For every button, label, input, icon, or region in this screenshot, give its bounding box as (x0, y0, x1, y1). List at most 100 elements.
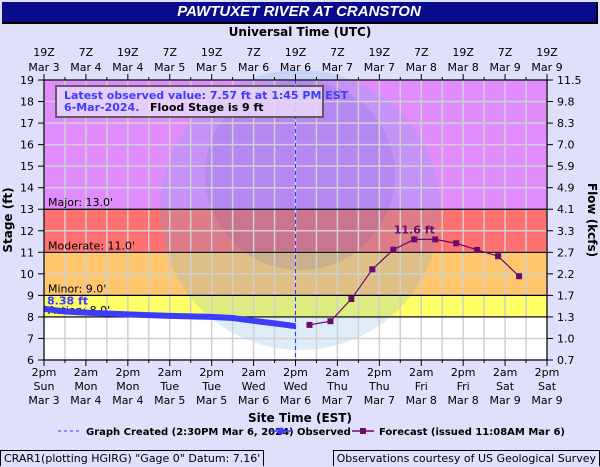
top-tick-label: 19Z (201, 46, 223, 59)
bottom-tick-label: 2am (493, 366, 517, 379)
bottom-tick-label: Mar 5 (196, 394, 227, 407)
top-tick-label: 7Z (162, 46, 177, 59)
flood-label-1: Minor: 9.0' (48, 282, 106, 295)
bottom-tick-label: Mar 7 (364, 394, 395, 407)
top-tick-label: 7Z (498, 46, 513, 59)
bottom-tick-label: 2pm (535, 366, 560, 379)
forecast-point (453, 240, 460, 247)
forecast-point (516, 273, 523, 280)
info-flood-stage: Flood Stage is 9 ft (150, 101, 264, 114)
y-tick-label: 13 (20, 203, 34, 216)
bottom-tick-label: Mar 6 (280, 394, 311, 407)
bottom-tick-label: 2pm (367, 366, 392, 379)
top-tick-label: 19Z (452, 46, 474, 59)
y-tick-label: 8 (27, 311, 34, 324)
top-tick-date: Mar 5 (196, 61, 227, 74)
y2-axis-title: Flow (kcfs) (585, 183, 599, 257)
bottom-tick-label: Wed (284, 380, 308, 393)
y2-tick-label: 9.8 (557, 96, 575, 109)
info-latest: Latest observed value: 7.57 ft at 1:45 P… (64, 89, 349, 102)
forecast-point (327, 318, 334, 325)
bottom-tick-label: Mar 5 (154, 394, 185, 407)
y-tick-label: 6 (27, 354, 34, 367)
y2-tick-label: 0.7 (557, 354, 575, 367)
forecast-point (474, 246, 481, 253)
top-tick-date: Mar 7 (364, 61, 395, 74)
y2-tick-label: 7.0 (557, 139, 575, 152)
bottom-tick-label: 2pm (199, 366, 224, 379)
top-axis-title: Universal Time (UTC) (229, 25, 372, 39)
bottom-tick-label: Sun (34, 380, 55, 393)
bottom-tick-label: Thu (326, 380, 348, 393)
top-tick-date: Mar 9 (489, 61, 520, 74)
forecast-point (348, 296, 355, 303)
top-tick-date: Mar 6 (280, 61, 311, 74)
forecast-point (495, 253, 502, 260)
bottom-tick-label: 2am (409, 366, 433, 379)
noaa-watermark (160, 70, 440, 350)
bottom-tick-label: Tue (159, 380, 179, 393)
bottom-tick-label: Mar 7 (322, 394, 353, 407)
top-tick-label: 19Z (117, 46, 139, 59)
bottom-tick-label: 2pm (451, 366, 476, 379)
forecast-peak-label: 11.6 ft (394, 223, 435, 236)
observations-credit: Observations courtesy of US Geological S… (332, 450, 600, 466)
y2-tick-label: 1.3 (557, 311, 575, 324)
top-tick-date: Mar 8 (448, 61, 479, 74)
bottom-tick-label: 2pm (283, 366, 308, 379)
y2-tick-label: 4.1 (557, 203, 575, 216)
forecast-point (432, 236, 439, 243)
bottom-tick-label: 2am (158, 366, 182, 379)
info-date: 6-Mar-2024. (64, 101, 139, 114)
top-tick-label: 19Z (285, 46, 307, 59)
y-tick-label: 16 (20, 139, 34, 152)
y2-tick-label: 3.3 (557, 225, 575, 238)
top-tick-label: 19Z (536, 46, 558, 59)
y-axis-title: Stage (ft) (1, 187, 15, 252)
legend-observed-marker (277, 427, 285, 435)
bottom-axis-title: Site Time (EST) (248, 411, 352, 425)
y-tick-label: 15 (20, 160, 34, 173)
bottom-tick-label: 2pm (32, 366, 57, 379)
y2-tick-label: 11.5 (557, 74, 582, 87)
forecast-point (369, 266, 376, 273)
y2-tick-label: 8.3 (557, 117, 575, 130)
bottom-tick-label: Mar 8 (448, 394, 479, 407)
bottom-tick-label: Fri (457, 380, 470, 393)
y2-tick-label: 4.9 (557, 182, 575, 195)
y-tick-label: 10 (20, 268, 34, 281)
y-tick-label: 17 (20, 117, 34, 130)
top-tick-label: 7Z (414, 46, 429, 59)
bottom-tick-label: Mar 3 (28, 394, 59, 407)
top-tick-date: Mar 3 (28, 61, 59, 74)
y2-tick-label: 5.9 (557, 160, 575, 173)
y-tick-label: 9 (27, 289, 34, 302)
y2-tick-label: 2.2 (557, 268, 575, 281)
bottom-tick-label: Thu (368, 380, 390, 393)
bottom-tick-label: 2am (241, 366, 265, 379)
bottom-tick-label: 2pm (115, 366, 140, 379)
bottom-tick-label: Mar 9 (489, 394, 520, 407)
legend-created: Graph Created (2:30PM Mar 6, 2024) (86, 427, 294, 438)
top-tick-date: Mar 5 (154, 61, 185, 74)
bottom-tick-label: Fri (415, 380, 428, 393)
top-tick-date: Mar 7 (322, 61, 353, 74)
bottom-tick-label: Mar 4 (70, 394, 101, 407)
y2-tick-label: 2.7 (557, 246, 575, 259)
bottom-tick-label: Mon (116, 380, 139, 393)
top-tick-label: 7Z (79, 46, 94, 59)
top-tick-date: Mar 4 (112, 61, 143, 74)
observed-line (43, 305, 296, 330)
info-box (55, 85, 324, 118)
flood-label-2: Moderate: 11.0' (48, 239, 135, 252)
y-tick-label: 18 (20, 96, 34, 109)
y-tick-label: 14 (20, 182, 34, 195)
bottom-tick-label: 2am (74, 366, 98, 379)
bottom-tick-label: Mar 8 (406, 394, 437, 407)
bottom-tick-label: Tue (201, 380, 221, 393)
bottom-tick-label: Wed (242, 380, 266, 393)
bottom-tick-label: Mon (74, 380, 97, 393)
top-tick-label: 7Z (246, 46, 261, 59)
bottom-tick-label: 2am (325, 366, 349, 379)
